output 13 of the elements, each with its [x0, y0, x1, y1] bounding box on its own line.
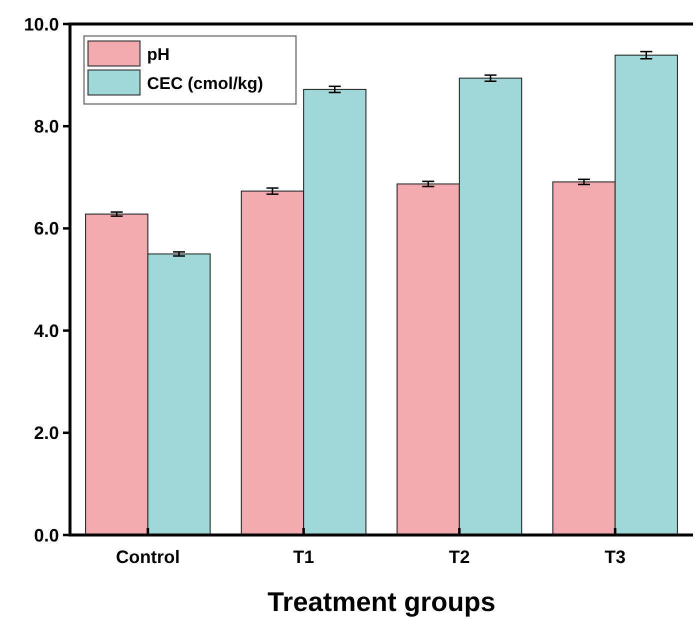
y-tick-label: 10.0 [24, 14, 59, 34]
x-tick-label: Control [116, 547, 180, 567]
y-tick-label: 8.0 [34, 116, 59, 136]
x-tick-label: T3 [604, 547, 626, 567]
x-tick-label: T1 [293, 547, 314, 567]
x-tick-label: T2 [448, 547, 470, 567]
y-tick-label: 0.0 [34, 525, 59, 546]
x-axis-title: Treatment groups [267, 587, 496, 617]
y-tick-label: 2.0 [34, 423, 59, 444]
legend-label: pH [147, 44, 170, 64]
y-tick-label: 6.0 [34, 218, 59, 239]
legend-label: CEC (cmol/kg) [147, 74, 264, 93]
y-tick-label: 4.0 [34, 320, 59, 341]
